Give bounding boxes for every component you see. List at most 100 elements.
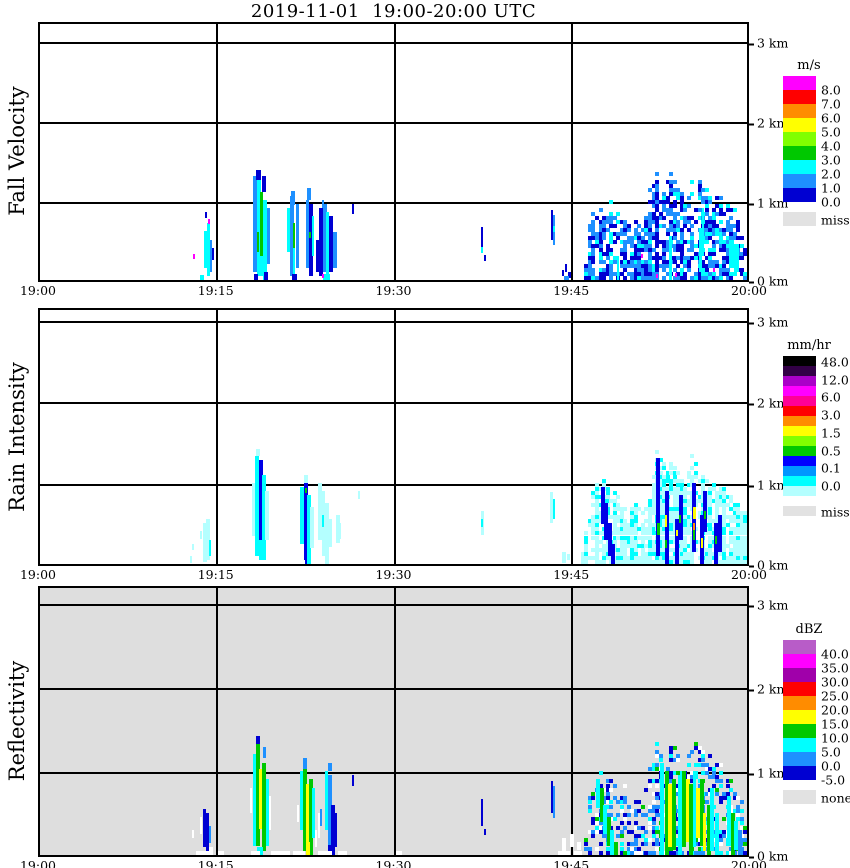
legend-value-label: 15.0	[821, 716, 849, 732]
legend-value-label: 40.0	[821, 646, 849, 662]
plot-area-reflectivity	[38, 586, 749, 857]
legend-value-label: 25.0	[821, 688, 849, 704]
x-tick-label: 19:45	[553, 567, 590, 582]
legend-color-block	[783, 160, 816, 174]
legend-value-label: 6.0	[821, 389, 841, 405]
legend-value-label: 1.0	[821, 180, 841, 196]
km-tick-label: 0 km	[749, 558, 788, 573]
legend-value-label: 6.0	[821, 110, 841, 126]
x-tick-label: 19:15	[197, 567, 234, 582]
plot-area-fall-velocity	[38, 22, 749, 282]
legend-color-block	[783, 104, 816, 118]
gridline-vertical	[215, 24, 218, 280]
legend-missing-block	[783, 790, 816, 804]
x-tick-label: 20:00	[730, 858, 768, 868]
panel-label-reflectivity: Reflectivity	[5, 660, 29, 782]
km-tick-label: 1 km	[749, 766, 788, 781]
legend-value-label: 0.0	[821, 478, 841, 494]
km-tick-mark	[749, 689, 754, 691]
legend-value-label: 1.5	[821, 425, 841, 441]
legend-value-label: 0.0	[821, 194, 841, 210]
precipitation-cells-0	[193, 170, 747, 280]
km-tick-label: 3 km	[749, 598, 788, 613]
legend-missing-label: none	[821, 790, 850, 806]
legend-value-label: 2.0	[821, 166, 841, 182]
legend-color-block	[783, 696, 816, 710]
legend-color-block	[783, 416, 816, 426]
legend-title-m-s: m/s	[797, 58, 821, 73]
legend-color-block	[783, 752, 816, 766]
legend-value-label: 5.0	[821, 124, 841, 140]
legend-title-mm-hr: mm/hr	[787, 338, 831, 353]
chart-title: 2019-11-01 19:00-20:00 UTC	[250, 1, 537, 22]
legend-value-label: 4.0	[821, 138, 841, 154]
legend-color-block	[783, 738, 816, 752]
legend-color-block	[783, 710, 816, 724]
legend-color-block	[783, 426, 816, 436]
x-tick-label: 19:45	[553, 858, 590, 868]
km-tick-label: 1 km	[749, 196, 788, 211]
legend-value-label: 20.0	[821, 702, 849, 718]
km-tick-mark	[749, 203, 754, 205]
precipitation-cells-2	[192, 736, 747, 855]
legend-value-label: 48.0	[821, 354, 849, 370]
x-tick-label: 19:15	[197, 283, 234, 298]
km-tick-label: 2 km	[749, 116, 788, 131]
legend-color-block	[783, 386, 816, 396]
legend-value-label: 3.0	[821, 152, 841, 168]
legend-color-block	[783, 654, 816, 668]
legend-color-block	[783, 396, 816, 406]
legend-value-label: 0.5	[821, 443, 841, 458]
km-tick-label: 3 km	[749, 315, 788, 330]
km-tick-mark	[749, 43, 754, 45]
legend-color-block	[783, 174, 816, 188]
legend-color-block	[783, 356, 816, 366]
km-tick-label: 2 km	[749, 682, 788, 697]
gridline-vertical	[571, 588, 574, 855]
legend-color-block	[783, 724, 816, 738]
km-tick-label: 0 km	[749, 274, 788, 289]
legend-value-label: -5.0	[821, 772, 846, 788]
x-tick-label: 19:15	[197, 858, 234, 868]
legend-value-label: 12.0	[821, 372, 849, 388]
x-tick-label: 19:30	[375, 283, 412, 298]
km-tick-label: 3 km	[749, 36, 788, 51]
x-tick-label: 19:30	[375, 567, 412, 582]
km-tick-mark	[749, 403, 754, 405]
legend-value-label: 3.0	[821, 407, 841, 423]
legend-color-block	[783, 90, 816, 104]
legend-color-block	[783, 188, 816, 202]
legend-color-block	[783, 146, 816, 160]
x-tick-label: 19:00	[19, 858, 57, 868]
legend-color-block	[783, 640, 816, 654]
plot-area-rain-intensity	[38, 308, 749, 566]
legend-color-block	[783, 376, 816, 386]
gridline-vertical	[393, 588, 396, 855]
legend-color-block	[783, 466, 816, 476]
legend-missing-label: miss	[821, 212, 850, 228]
legend-color-block	[783, 476, 816, 486]
km-tick-mark	[749, 856, 754, 858]
legend-color-block	[783, 76, 816, 90]
legend-color-block	[783, 132, 816, 146]
km-tick-label: 0 km	[749, 849, 788, 864]
km-tick-mark	[749, 123, 754, 125]
legend-value-label: 10.0	[821, 730, 849, 746]
panel-label-rain-intensity: Rain Intensity	[5, 362, 29, 512]
legend-color-block	[783, 366, 816, 376]
legend-color-block	[783, 682, 816, 696]
legend-value-label: 30.0	[821, 674, 849, 690]
km-tick-label: 1 km	[749, 478, 788, 493]
km-tick-mark	[749, 485, 754, 487]
km-tick-mark	[749, 281, 754, 283]
legend-color-block	[783, 456, 816, 466]
gridline-vertical	[393, 310, 396, 564]
panel-label-fall-velocity: Fall Velocity	[5, 86, 29, 216]
legend-color-block	[783, 436, 816, 446]
legend-color-block	[783, 486, 816, 496]
legend-value-label: 35.0	[821, 660, 849, 676]
km-tick-mark	[749, 322, 754, 324]
gridline-vertical	[571, 24, 574, 280]
legend-value-label: 0.1	[821, 460, 841, 476]
